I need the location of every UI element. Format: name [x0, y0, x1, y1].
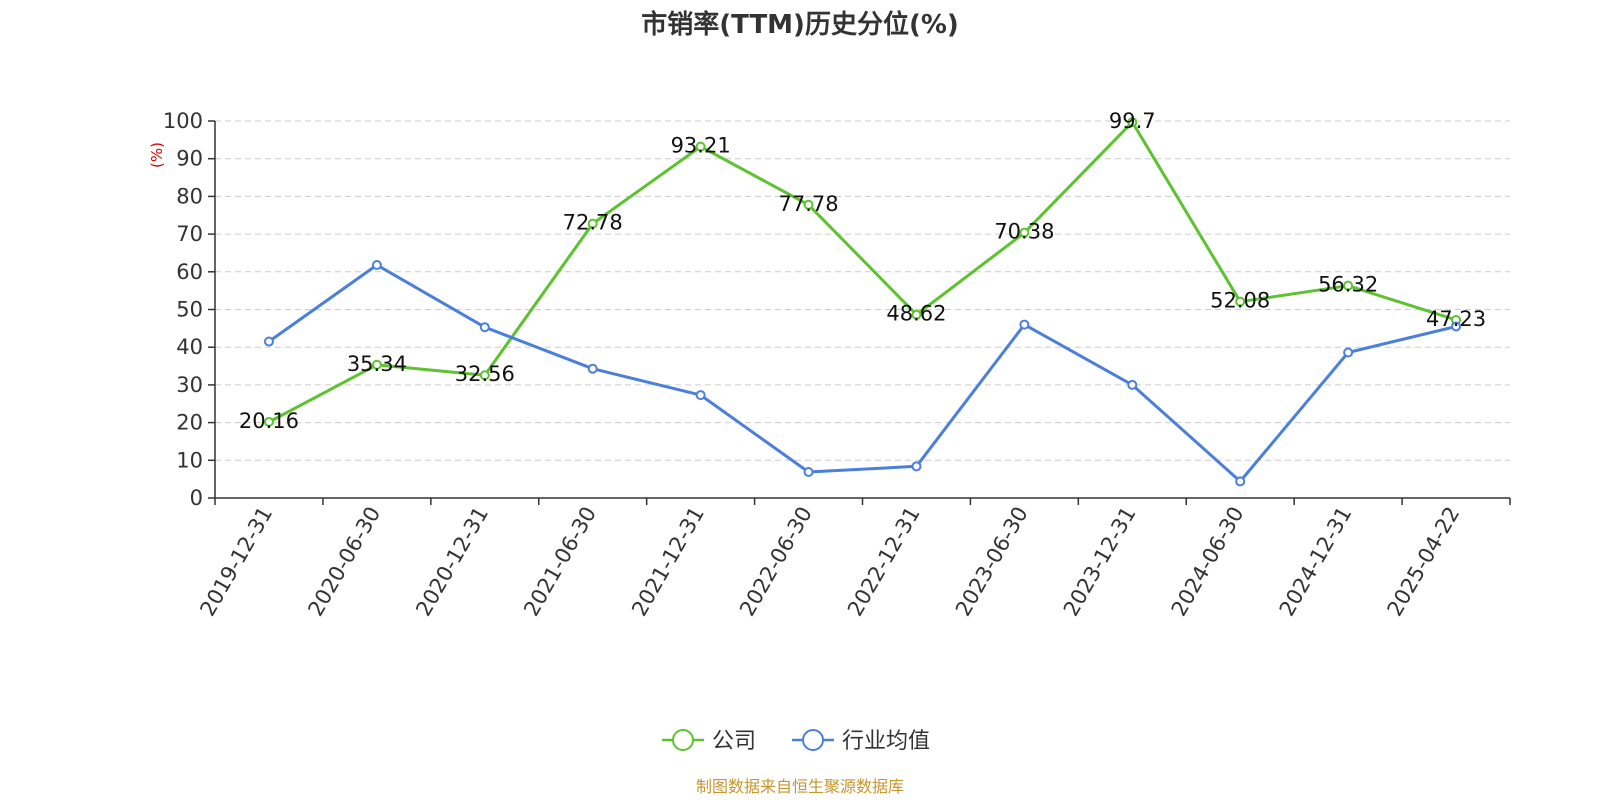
source-note: 制图数据来自恒生聚源数据库 [696, 777, 904, 796]
y-tick-label: 80 [176, 184, 203, 208]
data-label: 99.7 [1109, 109, 1156, 133]
y-tick-label: 100 [163, 109, 203, 133]
data-point [803, 466, 814, 477]
data-label: 93.21 [671, 134, 731, 158]
x-tick-label: 2022-12-31 [843, 502, 925, 620]
data-point [479, 322, 490, 333]
data-point [1235, 296, 1246, 307]
x-tick-label: 2019-12-31 [195, 503, 277, 621]
data-label: 72.78 [563, 211, 623, 235]
y-tick-label: 30 [176, 373, 203, 397]
data-label: 32.56 [455, 362, 515, 386]
data-point [479, 370, 490, 381]
data-point [1235, 476, 1246, 487]
legend-label: 行业均值 [842, 729, 930, 754]
data-point [371, 260, 382, 271]
data-label: 47.23 [1426, 307, 1486, 331]
y-tick-label: 70 [176, 222, 203, 246]
legend[interactable]: 公司 行业均值 [662, 729, 930, 754]
data-point [695, 141, 706, 152]
data-label: 52.08 [1210, 289, 1270, 313]
y-axis: 0 10 20 30 40 50 60 70 80 90 100 [163, 109, 216, 510]
data-point [371, 359, 382, 370]
data-point [911, 461, 922, 472]
series-line [268, 120, 1457, 424]
data-point [1343, 280, 1354, 291]
grid-lines [215, 120, 1510, 461]
x-tick-label: 2020-06-30 [303, 503, 385, 621]
legend-marker [672, 729, 694, 751]
legend-item[interactable]: 行业均值 [792, 729, 930, 754]
data-point [587, 363, 598, 374]
x-tick-label: 2020-12-31 [411, 502, 493, 620]
x-tick-label: 2025-04-22 [1383, 503, 1465, 621]
y-tick-label: 20 [176, 411, 203, 435]
y-tick-label: 0 [190, 486, 203, 510]
y-tick-label: 50 [176, 298, 203, 322]
data-point [587, 218, 598, 229]
y-tick-label: 10 [176, 448, 203, 472]
data-label: 70.38 [994, 220, 1054, 244]
x-tick-label: 2021-12-31 [627, 503, 709, 621]
y-tick-label: 90 [176, 147, 203, 171]
x-axis: 2019-12-31 2020-06-30 2020-12-31 2021-06-30… [195, 497, 1511, 621]
series-lines [268, 120, 1457, 483]
data-point [263, 416, 274, 427]
data-label: 56.32 [1318, 273, 1378, 297]
x-tick-label: 2021-06-30 [519, 503, 601, 621]
data-label: 20.16 [239, 409, 299, 433]
data-point [1127, 379, 1138, 390]
x-tick-label: 2023-12-31 [1059, 503, 1141, 621]
y-tick-label: 40 [176, 335, 203, 359]
data-point [1019, 227, 1030, 238]
legend-item[interactable]: 公司 [662, 729, 756, 754]
data-labels: 20.16 35.34 32.56 72.78 93.21 77.78 48.62 70.38… [239, 109, 1486, 433]
data-label: 77.78 [778, 192, 838, 216]
series-line [268, 263, 1457, 483]
data-label: 35.34 [347, 352, 407, 376]
data-point [1127, 117, 1138, 128]
x-tick-label: 2024-06-30 [1167, 503, 1249, 621]
x-tick-label: 2022-06-30 [735, 503, 817, 621]
data-point [1343, 347, 1354, 358]
series-points [263, 117, 1462, 487]
data-point [263, 336, 274, 347]
data-label: 48.62 [886, 302, 946, 326]
data-point [1451, 321, 1462, 332]
y-axis-label: (%) [148, 142, 166, 168]
x-tick-label: 2024-12-31 [1275, 503, 1357, 621]
chart-title: 市销率(TTM)历史分位(%) [641, 9, 959, 40]
x-tick-label: 2023-06-30 [951, 503, 1033, 621]
data-point [803, 199, 814, 210]
legend-label: 公司 [712, 729, 756, 754]
y-tick-label: 60 [176, 260, 203, 284]
legend-marker [802, 729, 824, 751]
data-point [695, 390, 706, 401]
data-point [911, 309, 922, 320]
data-point [1019, 319, 1030, 330]
